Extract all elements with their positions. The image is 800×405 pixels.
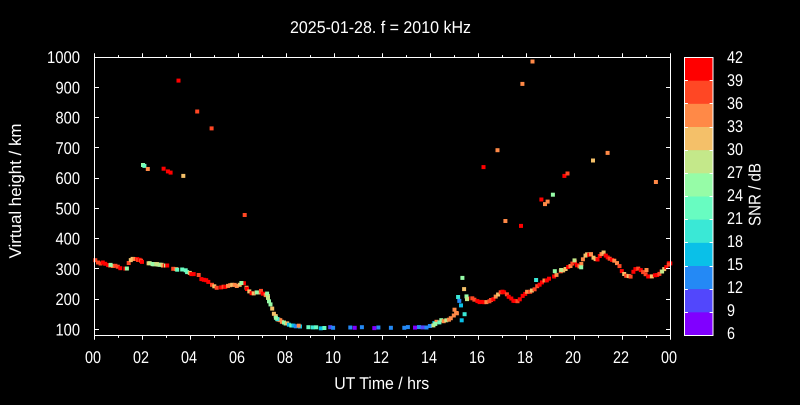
svg-text:22: 22 <box>613 348 629 367</box>
svg-text:02: 02 <box>133 348 149 367</box>
svg-text:20: 20 <box>565 348 581 367</box>
svg-text:400: 400 <box>56 230 81 249</box>
svg-text:27: 27 <box>727 163 743 182</box>
svg-text:500: 500 <box>56 199 81 218</box>
svg-text:42: 42 <box>727 48 743 67</box>
svg-text:21: 21 <box>727 209 743 228</box>
svg-text:1000: 1000 <box>47 48 80 67</box>
svg-text:08: 08 <box>277 348 293 367</box>
svg-text:04: 04 <box>181 348 197 367</box>
svg-text:600: 600 <box>56 169 81 188</box>
svg-text:12: 12 <box>373 348 389 367</box>
svg-text:18: 18 <box>517 348 533 367</box>
svg-text:2025-01-28. f = 2010 kHz: 2025-01-28. f = 2010 kHz <box>290 18 471 37</box>
svg-text:200: 200 <box>56 290 81 309</box>
svg-text:14: 14 <box>421 348 437 367</box>
svg-text:06: 06 <box>229 348 245 367</box>
svg-text:33: 33 <box>727 117 743 136</box>
svg-text:39: 39 <box>727 71 743 90</box>
svg-text:18: 18 <box>727 232 743 251</box>
svg-text:100: 100 <box>56 320 81 339</box>
svg-text:36: 36 <box>727 94 743 113</box>
svg-text:10: 10 <box>325 348 341 367</box>
svg-text:800: 800 <box>56 109 81 128</box>
svg-text:Virtual height / km: Virtual height / km <box>6 124 25 259</box>
svg-text:24: 24 <box>727 186 743 205</box>
svg-text:16: 16 <box>469 348 485 367</box>
svg-text:00: 00 <box>85 348 101 367</box>
svg-text:UT Time / hrs: UT Time / hrs <box>334 374 429 393</box>
svg-text:700: 700 <box>56 139 81 158</box>
svg-text:15: 15 <box>727 255 743 274</box>
svg-text:00: 00 <box>661 348 677 367</box>
svg-text:12: 12 <box>727 278 743 297</box>
svg-text:900: 900 <box>56 78 81 97</box>
svg-text:SNR / dB: SNR / dB <box>746 163 765 226</box>
svg-text:30: 30 <box>727 140 743 159</box>
svg-text:300: 300 <box>56 260 81 279</box>
svg-text:6: 6 <box>727 324 735 343</box>
svg-text:9: 9 <box>727 301 735 320</box>
